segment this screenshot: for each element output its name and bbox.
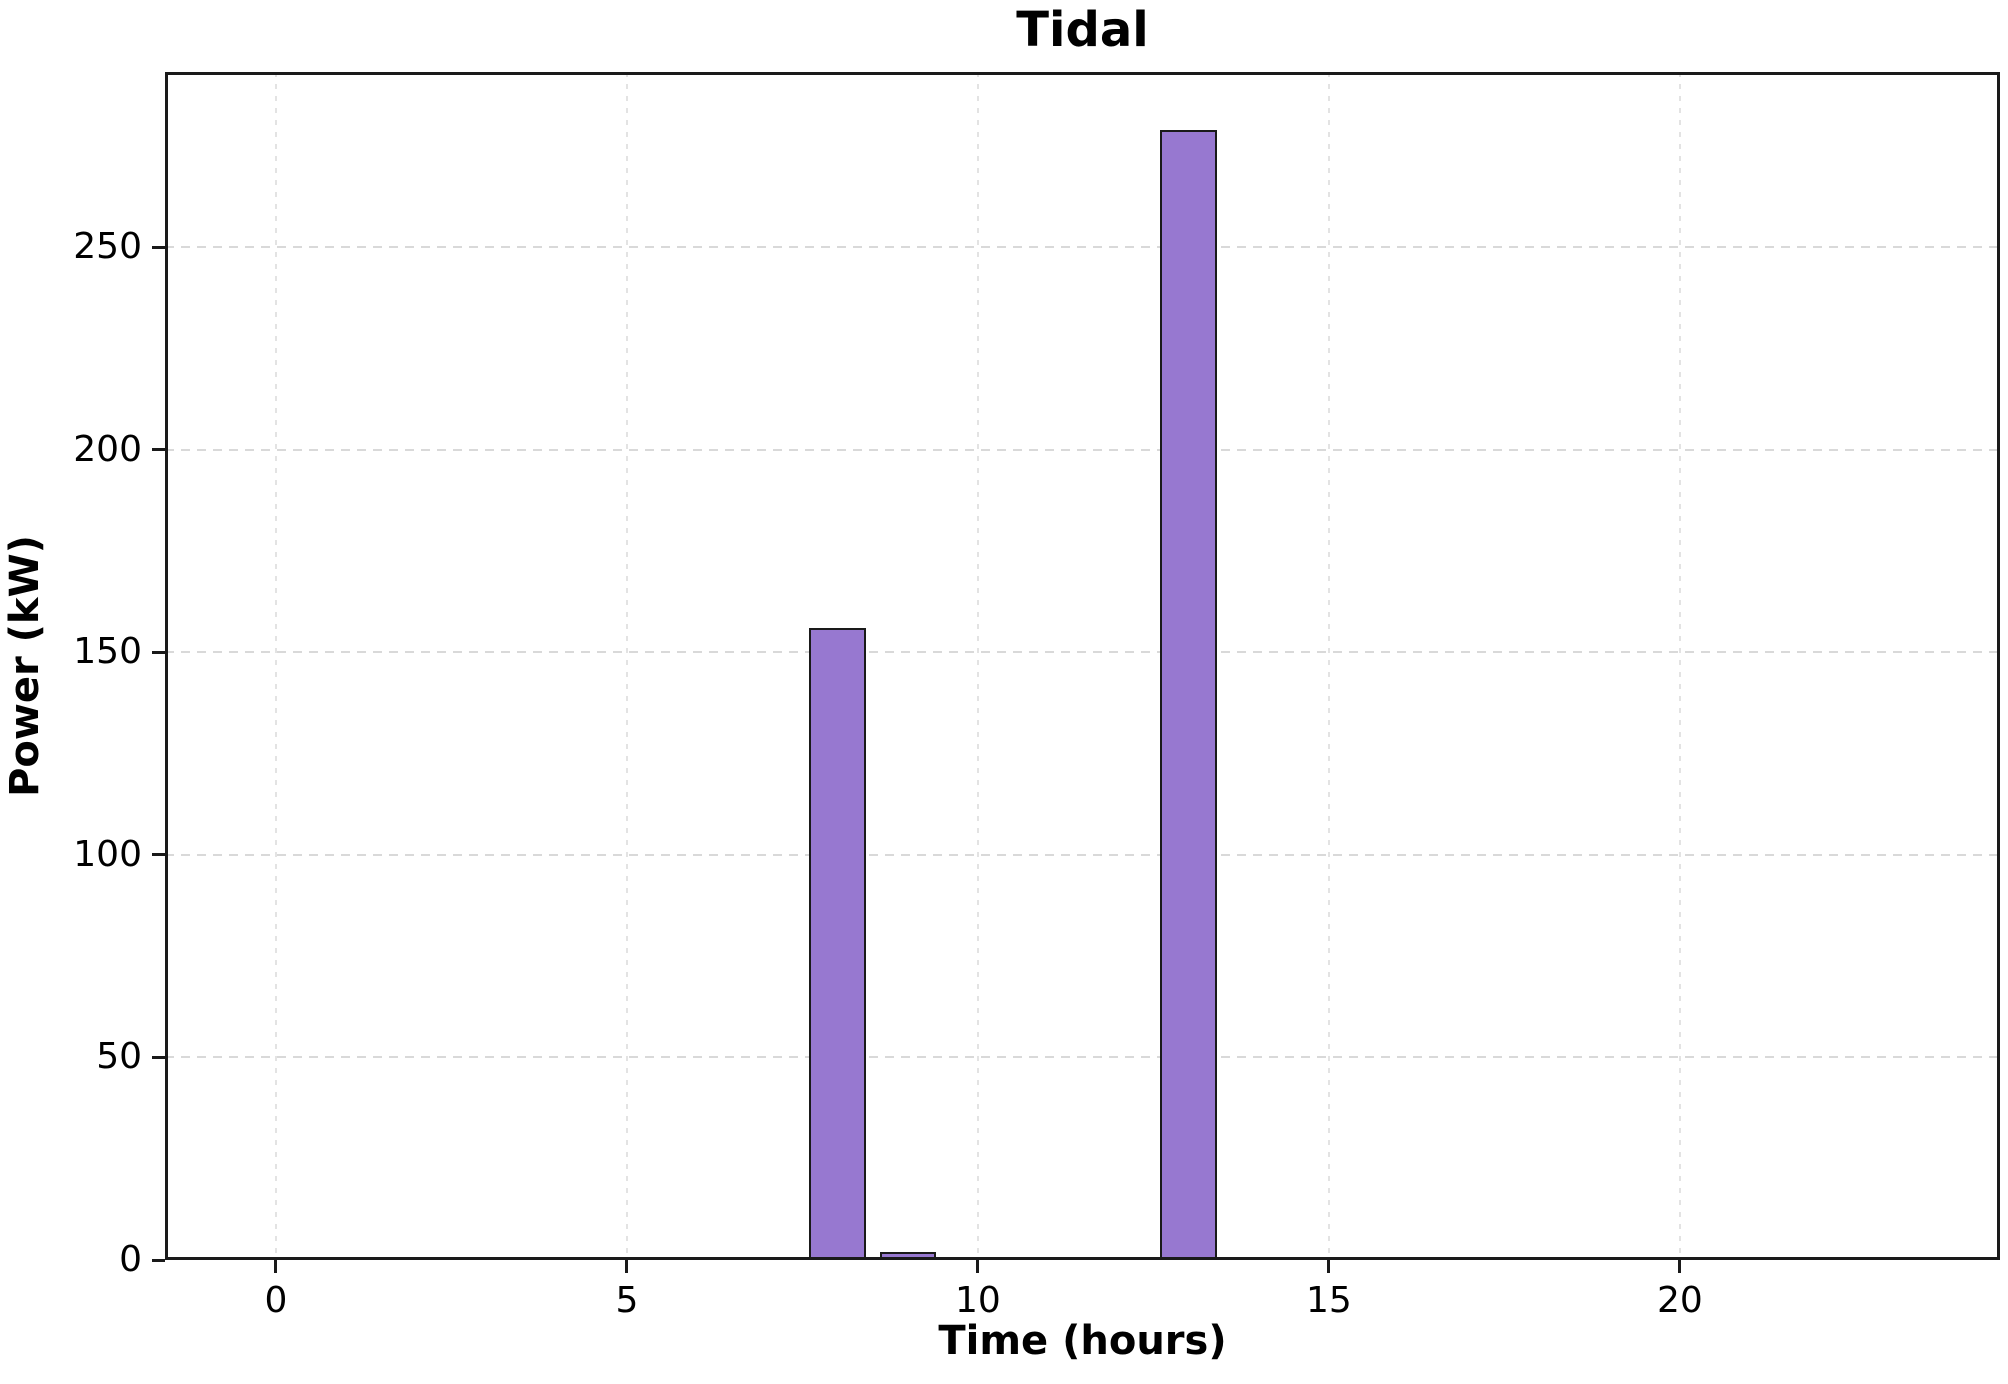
bar	[809, 628, 866, 1260]
y-tick-mark	[152, 1258, 165, 1262]
x-tick-label: 5	[615, 1280, 639, 1321]
y-tick-label: 200	[73, 428, 142, 470]
y-tick-label: 100	[73, 833, 142, 875]
y-tick-mark	[152, 853, 165, 857]
horizontal-gridline	[165, 853, 2000, 856]
horizontal-gridline	[165, 651, 2000, 654]
horizontal-gridline	[165, 1056, 2000, 1059]
y-tick-mark	[152, 650, 165, 654]
x-tick-mark	[625, 1260, 629, 1273]
x-axis-label: Time (hours)	[938, 1318, 1227, 1364]
x-tick-mark	[976, 1260, 980, 1273]
plot-area	[165, 72, 2000, 1260]
x-tick-label: 0	[264, 1280, 288, 1321]
vertical-gridline	[1678, 72, 1681, 1260]
y-tick-label: 250	[73, 226, 142, 268]
y-tick-label: 150	[73, 631, 142, 673]
y-tick-label: 0	[119, 1239, 142, 1280]
x-tick-mark	[1678, 1260, 1682, 1273]
bar	[1160, 129, 1217, 1260]
y-tick-mark	[152, 1055, 165, 1059]
bar	[879, 1251, 936, 1260]
y-tick-mark	[152, 448, 165, 452]
vertical-gridline	[625, 72, 628, 1260]
vertical-gridline	[1327, 72, 1330, 1260]
y-tick-label: 50	[96, 1036, 142, 1078]
x-tick-label: 15	[1305, 1280, 1352, 1321]
y-tick-mark	[152, 245, 165, 249]
horizontal-gridline	[165, 246, 2000, 249]
horizontal-gridline	[165, 448, 2000, 451]
vertical-gridline	[976, 72, 979, 1260]
x-tick-mark	[274, 1260, 278, 1273]
x-tick-label: 10	[954, 1280, 1001, 1321]
vertical-gridline	[274, 72, 277, 1260]
x-tick-mark	[1327, 1260, 1331, 1273]
chart-title: Tidal	[1016, 2, 1149, 58]
x-tick-label: 20	[1656, 1280, 1703, 1321]
